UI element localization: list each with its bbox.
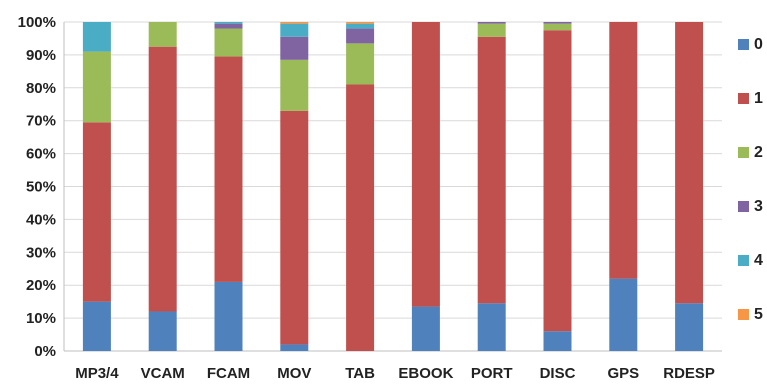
x-tick-label: FCAM: [207, 365, 250, 382]
x-tick-label: TAB: [345, 365, 375, 382]
x-tick-label: GPS: [607, 365, 639, 382]
bar-segment-tab-series-5: [346, 22, 375, 24]
bar-segment-disc-series-2: [543, 23, 572, 31]
legend-swatch-5: [738, 309, 749, 320]
legend-swatch-3: [738, 201, 749, 212]
x-tick-label: RDESP: [663, 365, 715, 382]
y-tick-label: 10%: [26, 310, 56, 327]
y-tick-label: 80%: [26, 80, 56, 97]
x-tick-label: MP3/4: [75, 365, 119, 382]
y-tick-label: 100%: [18, 14, 56, 31]
legend-swatch-0: [738, 39, 749, 50]
bar-segment-port-series-1: [477, 36, 506, 304]
bar-segment-fcam-series-2: [214, 28, 243, 57]
legend-label-1: 1: [754, 90, 763, 107]
bar-segment-tab-series-4: [346, 23, 375, 29]
bar-segment-disc-series-3: [543, 22, 572, 24]
bar-segment-tab-series-3: [346, 28, 375, 44]
bar-segment-vcam-series-1: [148, 46, 177, 312]
bar-segment-mov-series-1: [280, 110, 309, 345]
bar-segment-tab-series-2: [346, 43, 375, 85]
bar-segment-disc-series-0: [543, 331, 572, 351]
bar-segment-mov-series-2: [280, 59, 309, 111]
x-tick-label: MOV: [277, 365, 311, 382]
legend-label-4: 4: [754, 252, 763, 269]
bar-segment-fcam-series-0: [214, 281, 243, 351]
bar-segment-ebook-series-0: [411, 306, 440, 351]
bar-segment-port-series-3: [477, 22, 506, 24]
x-tick-label: VCAM: [141, 365, 185, 382]
bar-segment-vcam-series-0: [148, 311, 177, 351]
bar-segment-mov-series-5: [280, 22, 309, 24]
y-tick-label: 0%: [34, 343, 56, 360]
legend-swatch-4: [738, 255, 749, 266]
bar-segment-mov-series-4: [280, 23, 309, 37]
bar-segment-fcam-series-4: [214, 22, 243, 24]
bar-segment-mov-series-0: [280, 344, 309, 351]
legend-label-0: 0: [754, 36, 763, 53]
x-tick-label: DISC: [540, 365, 576, 382]
legend: 0 1 2 3 4 5: [738, 36, 763, 323]
bars: [82, 22, 704, 351]
y-tick-label: 60%: [26, 146, 56, 163]
x-tick-label: PORT: [471, 365, 513, 382]
bar-segment-rdesp-series-1: [675, 22, 704, 304]
bar-segment-port-series-0: [477, 303, 506, 351]
legend-label-3: 3: [754, 198, 763, 215]
y-tick-label: 70%: [26, 113, 56, 130]
y-tick-label: 30%: [26, 244, 56, 261]
y-tick-label: 40%: [26, 211, 56, 228]
y-tick-label: 90%: [26, 47, 56, 64]
bar-segment-gps-series-0: [609, 278, 638, 351]
bar-segment-mp3-4-series-2: [82, 51, 111, 123]
bar-segment-mov-series-3: [280, 36, 309, 60]
legend-swatch-2: [738, 147, 749, 158]
bar-segment-fcam-series-3: [214, 23, 243, 29]
x-tick-label: EBOOK: [398, 365, 453, 382]
y-tick-label: 20%: [26, 277, 56, 294]
bar-segment-tab-series-1: [346, 84, 375, 351]
legend-label-5: 5: [754, 306, 763, 323]
bar-segment-port-series-2: [477, 23, 506, 37]
tick-labels: 0% 10% 20% 30% 40% 50% 60% 70% 80% 90% 100% MP3/4 VC…: [18, 14, 715, 382]
legend-label-2: 2: [754, 144, 763, 161]
bar-segment-gps-series-1: [609, 22, 638, 279]
bar-segment-mp3-4-series-4: [82, 22, 111, 52]
y-tick-label: 50%: [26, 179, 56, 196]
bar-segment-fcam-series-1: [214, 56, 243, 282]
bar-segment-mp3-4-series-0: [82, 301, 111, 351]
legend-swatch-1: [738, 93, 749, 104]
bar-segment-mp3-4-series-1: [82, 122, 111, 302]
bar-segment-disc-series-1: [543, 30, 572, 332]
bar-segment-rdesp-series-0: [675, 303, 704, 351]
bar-segment-ebook-series-1: [411, 22, 440, 307]
bar-segment-vcam-series-2: [148, 22, 177, 47]
